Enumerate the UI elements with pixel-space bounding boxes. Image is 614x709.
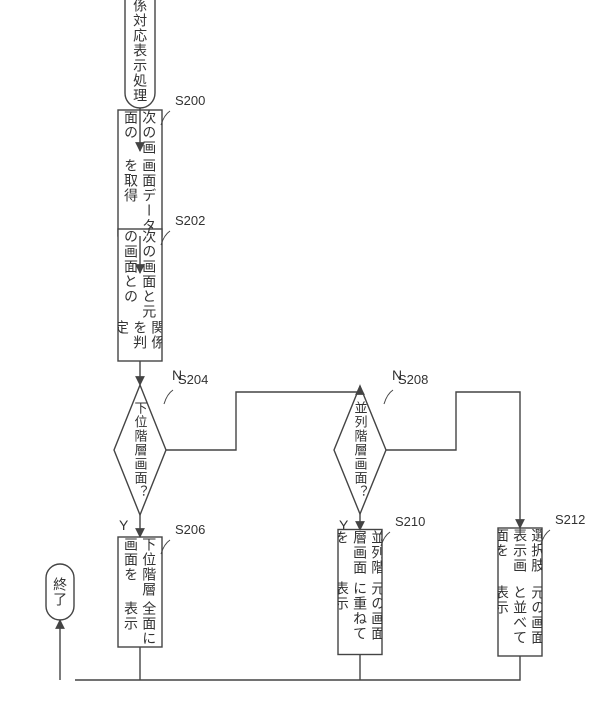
svg-text:S212: S212 bbox=[555, 512, 585, 527]
svg-text:S200: S200 bbox=[175, 93, 205, 108]
svg-text:S206: S206 bbox=[175, 522, 205, 537]
svg-text:S202: S202 bbox=[175, 213, 205, 228]
svg-text:N: N bbox=[392, 367, 402, 383]
svg-text:S210: S210 bbox=[395, 514, 425, 529]
svg-text:N: N bbox=[172, 367, 182, 383]
flowchart-canvas: 関係対応表示処理次の画面の画面データを取得S200次の画面と元の画面との関係を判… bbox=[0, 0, 614, 709]
svg-text:S204: S204 bbox=[178, 372, 208, 387]
svg-text:Y: Y bbox=[119, 517, 129, 533]
svg-text:S208: S208 bbox=[398, 372, 428, 387]
